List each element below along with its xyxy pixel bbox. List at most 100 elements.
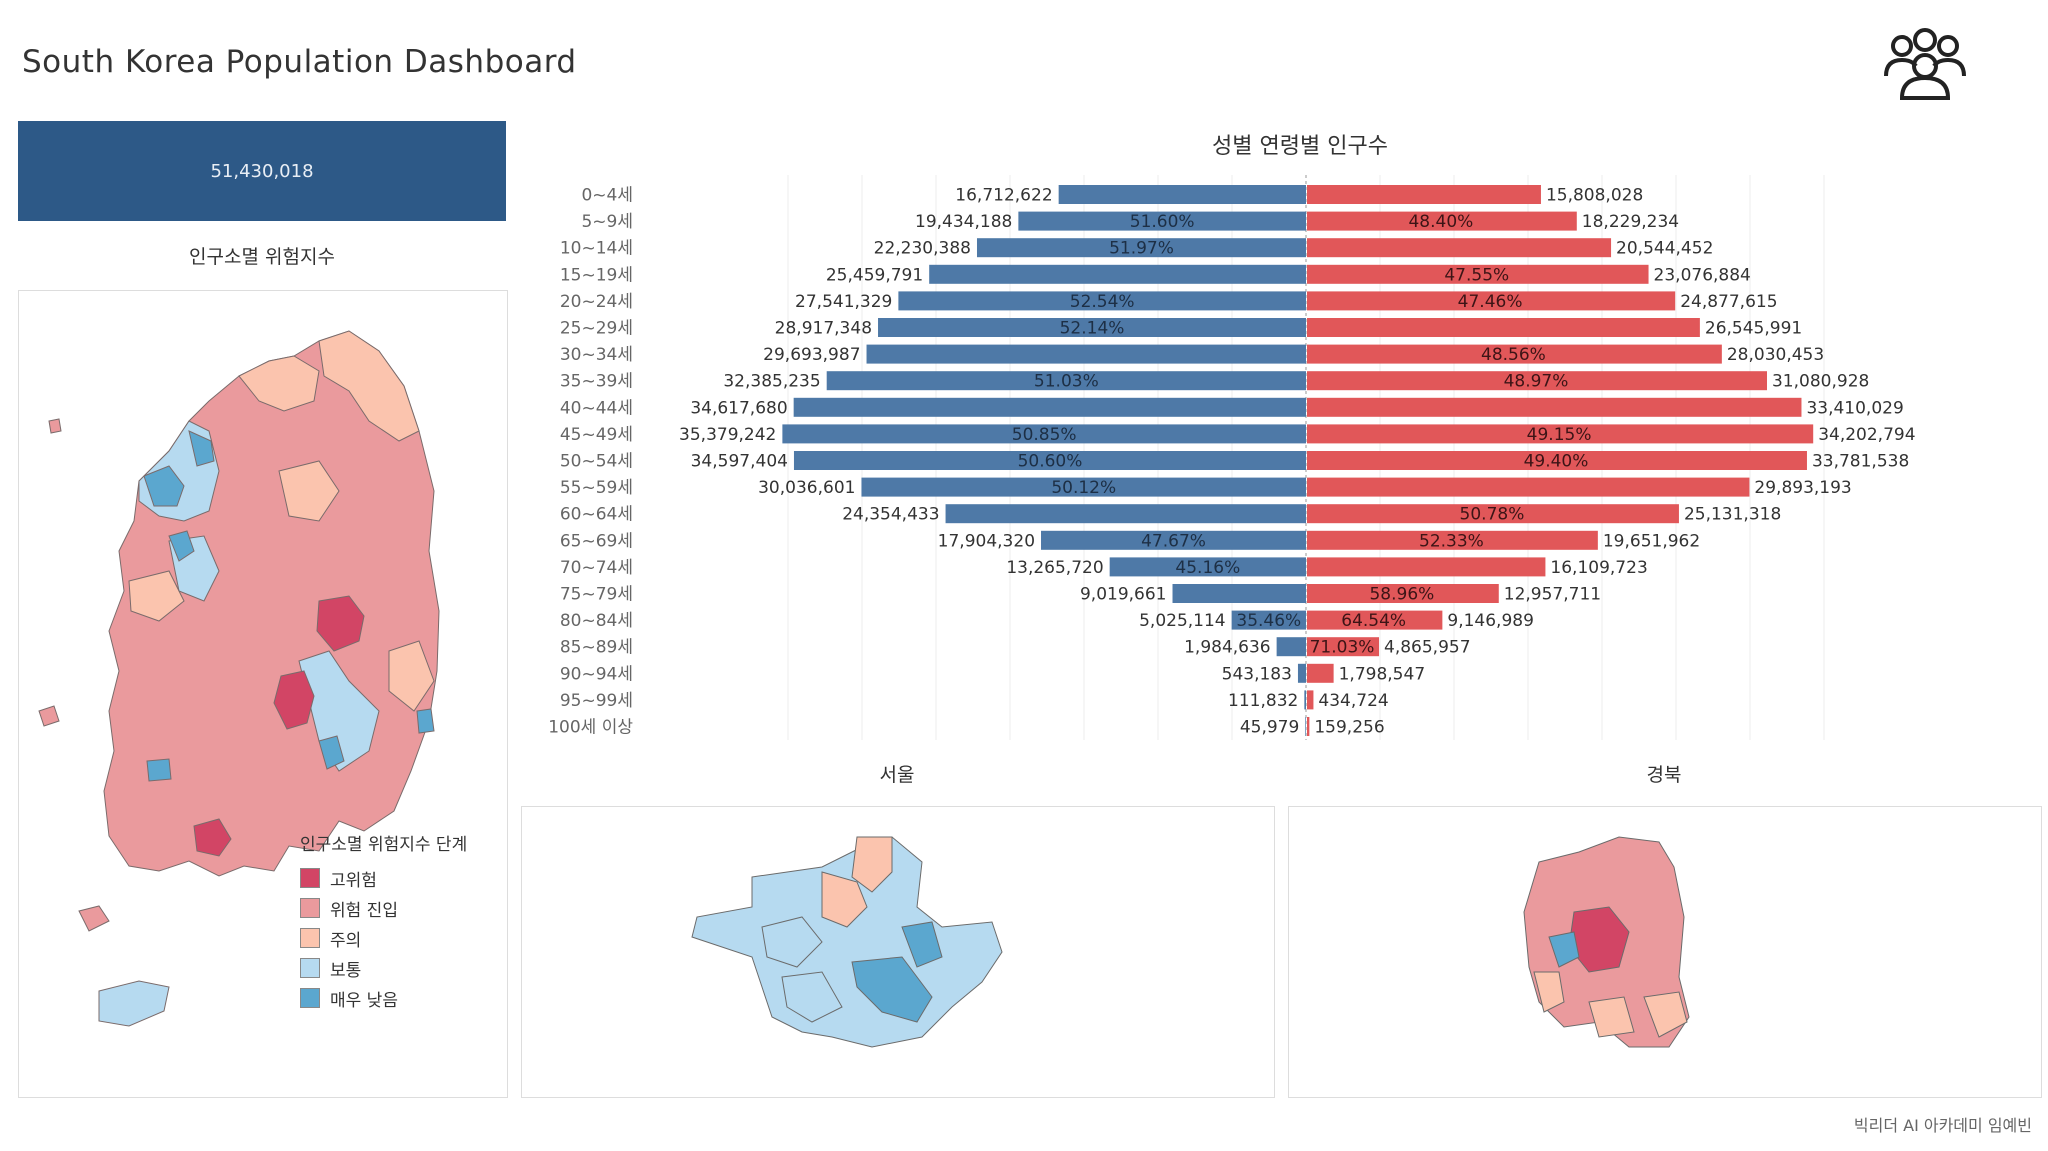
male-bar: [1018, 211, 1306, 231]
legend-swatch: [300, 898, 320, 918]
male-value-label: 19,434,188: [915, 212, 1012, 232]
male-bar: [878, 318, 1306, 337]
female-share-label: 47.46%: [1458, 292, 1523, 312]
male-share-label: 35.46%: [1236, 611, 1301, 631]
female-bar: [1307, 637, 1380, 657]
male-value-label: 17,904,320: [938, 531, 1035, 551]
gyeongbuk-region: [1548, 931, 1580, 968]
map-region-caution: [238, 355, 320, 412]
category-label: 5~9세: [581, 212, 633, 232]
male-value-label: 1,984,636: [1184, 638, 1271, 658]
male-bar: [1276, 637, 1306, 657]
legend-item-caution[interactable]: 주의: [300, 923, 467, 953]
male-bar: [1304, 690, 1306, 710]
female-bar: [1307, 424, 1814, 444]
legend-item-very-low[interactable]: 매우 낮음: [300, 983, 467, 1013]
population-pyramid-chart[interactable]: 0~4세 16,712,622 15,808,028 5~9세 19,434,188 18…: [521, 165, 2041, 745]
female-share-label: 48.56%: [1481, 345, 1546, 365]
map-region-very-low: [188, 430, 215, 467]
category-label: 85~89세: [560, 638, 633, 658]
category-label: 35~39세: [560, 372, 633, 392]
female-share-label: 58.96%: [1369, 585, 1434, 605]
male-value-label: 28,917,348: [775, 319, 872, 339]
legend-item-risk-entry[interactable]: 위험 진입: [300, 893, 467, 923]
female-value-label: 23,076,884: [1654, 265, 1751, 285]
korea-map[interactable]: [19, 291, 507, 1097]
legend-title: 인구소멸 위험지수 단계: [300, 835, 468, 855]
female-value-label: 33,410,029: [1806, 398, 1903, 418]
male-bar: [929, 264, 1306, 284]
female-value-label: 1,798,547: [1339, 664, 1426, 684]
male-bar: [945, 504, 1306, 524]
female-value-label: 159,256: [1314, 718, 1384, 738]
male-value-label: 5,025,114: [1139, 611, 1226, 631]
male-value-label: 34,597,404: [691, 452, 788, 472]
legend-label: 주의: [330, 930, 362, 951]
category-label: 10~14세: [560, 239, 633, 259]
category-label: 55~59세: [560, 478, 633, 498]
male-share-label: 51.60%: [1130, 212, 1195, 232]
female-value-label: 31,080,928: [1772, 372, 1869, 392]
category-label: 95~99세: [560, 691, 633, 711]
female-value-label: 26,545,991: [1705, 319, 1802, 339]
male-bar: [793, 451, 1306, 470]
female-share-label: 49.40%: [1524, 452, 1589, 472]
map-region-very-low: [416, 708, 435, 734]
category-label: 60~64세: [560, 505, 633, 525]
male-share-label: 50.85%: [1012, 425, 1077, 445]
map-region-very-low: [143, 465, 185, 507]
female-value-label: 29,893,193: [1754, 478, 1851, 498]
male-share-label: 52.14%: [1060, 319, 1125, 339]
male-value-label: 29,693,987: [763, 345, 860, 365]
female-bar: [1307, 717, 1310, 736]
korea-risk-map-panel[interactable]: [18, 290, 508, 1098]
category-label: 75~79세: [560, 585, 633, 605]
category-label: 30~34세: [560, 345, 633, 365]
seoul-district: [851, 836, 893, 893]
female-bar: [1307, 477, 1750, 497]
female-value-label: 33,781,538: [1812, 452, 1909, 472]
total-population-card: 51,430,018: [18, 121, 506, 221]
people-group-icon: [1884, 28, 1966, 100]
seoul-map-panel[interactable]: [521, 806, 1275, 1098]
male-bar: [1231, 610, 1306, 630]
male-share-label: 51.03%: [1034, 372, 1099, 392]
female-value-label: 434,724: [1318, 691, 1388, 711]
female-share-label: 47.55%: [1444, 265, 1509, 285]
male-value-label: 13,265,720: [1006, 558, 1103, 578]
male-bar: [866, 344, 1306, 364]
total-population-value: 51,430,018: [210, 160, 314, 182]
female-bar: [1307, 690, 1314, 710]
category-label: 25~29세: [560, 319, 633, 339]
category-label: 100세 이상: [548, 718, 633, 738]
female-bar: [1307, 663, 1334, 683]
gyeongbuk-map-panel[interactable]: [1288, 806, 2042, 1098]
male-bar: [826, 371, 1306, 391]
female-value-label: 12,957,711: [1504, 585, 1601, 605]
female-bar: [1307, 371, 1767, 391]
legend-item-high-risk[interactable]: 고위험: [300, 863, 467, 893]
seoul-map[interactable]: [522, 807, 1274, 1097]
female-value-label: 9,146,989: [1447, 611, 1534, 631]
gyeongbuk-map[interactable]: [1289, 807, 2041, 1097]
map-region-very-low: [146, 758, 172, 782]
seoul-district: [821, 871, 868, 928]
legend-label: 매우 낮음: [330, 990, 398, 1011]
seoul-district: [851, 956, 933, 1023]
female-share-label: 71.03%: [1310, 638, 1375, 658]
male-share-label: 45.16%: [1175, 558, 1240, 578]
female-share-label: 48.40%: [1408, 212, 1473, 232]
male-share-label: 52.54%: [1070, 292, 1135, 312]
seoul-district: [691, 836, 1003, 1048]
legend-item-normal[interactable]: 보통: [300, 953, 467, 983]
chart-bars[interactable]: 0~4세 16,712,622 15,808,028 5~9세 19,434,188 18…: [548, 185, 1916, 738]
female-bar: [1307, 291, 1676, 311]
map-region-caution: [388, 640, 435, 712]
female-bar: [1307, 238, 1612, 258]
legend-swatch: [300, 958, 320, 978]
male-share-label: 51.97%: [1109, 239, 1174, 259]
female-share-label: 49.15%: [1527, 425, 1592, 445]
male-value-label: 35,379,242: [679, 425, 776, 445]
male-value-label: 45,979: [1240, 718, 1299, 738]
male-value-label: 25,459,791: [826, 265, 923, 285]
